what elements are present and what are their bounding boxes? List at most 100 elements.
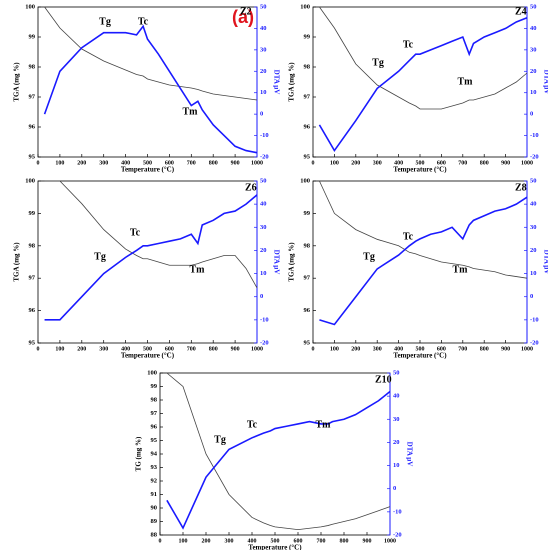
x-tick-label: 500: [143, 346, 152, 352]
y-axis-label: TGA (mg %): [288, 242, 296, 282]
y-axis-label: TGA (mg %): [13, 62, 21, 102]
y-tick-label: 99: [304, 210, 311, 217]
data-line: [319, 6, 528, 110]
y2-axis-label: DTA μV: [272, 70, 280, 95]
y2-tick-label: 0: [260, 293, 263, 300]
x-tick-label: 100: [55, 160, 64, 166]
y2-tick-label: 40: [530, 201, 537, 208]
x-axis-label: Temperature (°C): [121, 166, 175, 174]
y-tick-label: 97: [29, 93, 36, 100]
y2-tick-label: 30: [260, 46, 267, 53]
y2-axis-label: DTA μV: [542, 70, 548, 95]
y-tick-label: 88: [151, 531, 158, 538]
annotation: Tc: [403, 39, 414, 50]
y-tick-label: 95: [29, 339, 36, 346]
x-tick-label: 600: [294, 538, 303, 544]
x-tick-label: 200: [77, 346, 86, 352]
x-tick-label: 700: [458, 160, 467, 166]
x-tick-label: 900: [501, 160, 510, 166]
x-tick-label: 900: [363, 538, 372, 544]
y2-tick-label: -20: [260, 339, 269, 346]
y-tick-label: 93: [151, 464, 158, 471]
x-tick-label: 1000: [521, 346, 533, 352]
x-tick-label: 1000: [251, 160, 263, 166]
x-tick-label: 400: [394, 346, 403, 352]
y2-tick-label: -20: [393, 531, 402, 538]
y-tick-label: 94: [151, 450, 158, 457]
annotation: Tg: [99, 16, 111, 27]
y-tick-label: 98: [29, 242, 36, 249]
annotation: Tm: [316, 419, 332, 430]
x-axis-label: Temperature (°C): [248, 544, 302, 550]
annotation: Tg: [363, 251, 375, 262]
y-axis-label: TGA (mg %): [13, 242, 21, 282]
x-tick-label: 800: [340, 538, 349, 544]
y-tick-label: 96: [304, 307, 311, 314]
y-tick-label: 100: [25, 177, 35, 184]
y2-tick-label: 0: [530, 111, 533, 118]
panel-label: Z8: [515, 182, 527, 193]
figure-label: (a): [232, 7, 254, 27]
x-tick-label: 700: [317, 538, 326, 544]
x-tick-label: 0: [312, 346, 315, 352]
y-tick-label: 91: [151, 491, 158, 498]
y-tick-label: 97: [304, 93, 311, 100]
y-tick-label: 99: [151, 383, 158, 390]
annotation: Tm: [458, 76, 474, 87]
y2-tick-label: 50: [530, 177, 537, 184]
y2-tick-label: 20: [260, 247, 267, 254]
y2-tick-label: -10: [530, 316, 539, 323]
y-tick-label: 99: [304, 33, 311, 40]
y2-tick-label: 50: [260, 3, 267, 10]
y-tick-label: 96: [151, 423, 158, 430]
x-tick-label: 800: [209, 346, 218, 352]
y-tick-label: 90: [151, 504, 158, 511]
y2-axis-label: DTA μV: [405, 442, 413, 467]
x-axis-label: Temperature (°C): [393, 352, 447, 360]
x-tick-label: 900: [231, 160, 240, 166]
panel-label: Z10: [375, 374, 392, 385]
y2-tick-label: 20: [530, 247, 537, 254]
y-tick-label: 98: [304, 242, 311, 249]
y2-tick-label: 20: [530, 68, 537, 75]
x-tick-label: 900: [231, 346, 240, 352]
x-axis-label: Temperature (°C): [393, 166, 447, 174]
x-tick-label: 300: [225, 538, 234, 544]
x-tick-label: 1000: [251, 346, 263, 352]
x-tick-label: 400: [121, 346, 130, 352]
y-tick-label: 98: [29, 63, 36, 70]
y2-tick-label: -10: [530, 132, 539, 139]
y-tick-label: 96: [29, 123, 36, 130]
y2-tick-label: 10: [530, 89, 537, 96]
x-tick-label: 300: [99, 346, 108, 352]
y2-tick-label: 50: [260, 177, 267, 184]
x-tick-label: 600: [165, 346, 174, 352]
data-line: [166, 390, 391, 530]
y-tick-label: 95: [29, 153, 36, 160]
x-axis-label: Temperature (°C): [121, 352, 175, 360]
y2-tick-label: 0: [393, 485, 396, 492]
panel-label: Z2: [240, 6, 252, 17]
x-tick-label: 100: [55, 346, 64, 352]
y-tick-label: 96: [304, 123, 311, 130]
y2-tick-label: 0: [530, 293, 533, 300]
x-tick-label: 500: [416, 160, 425, 166]
x-tick-label: 300: [373, 160, 382, 166]
x-tick-label: 900: [501, 346, 510, 352]
plot-frame: [312, 180, 528, 344]
panel-label: Z4: [515, 6, 527, 17]
y-tick-label: 96: [29, 307, 36, 314]
x-tick-label: 300: [99, 160, 108, 166]
y2-tick-label: 0: [260, 111, 263, 118]
annotation: Tc: [247, 419, 258, 430]
annotation: Tm: [183, 106, 199, 117]
y-tick-label: 97: [29, 275, 36, 282]
y-tick-label: 89: [151, 518, 158, 525]
x-tick-label: 300: [373, 346, 382, 352]
y2-axis-label: DTA μV: [272, 250, 280, 275]
x-tick-label: 200: [202, 538, 211, 544]
y-tick-label: 97: [151, 410, 158, 417]
y2-tick-label: 30: [530, 224, 537, 231]
y2-tick-label: 40: [393, 393, 400, 400]
x-tick-label: 0: [312, 160, 315, 166]
